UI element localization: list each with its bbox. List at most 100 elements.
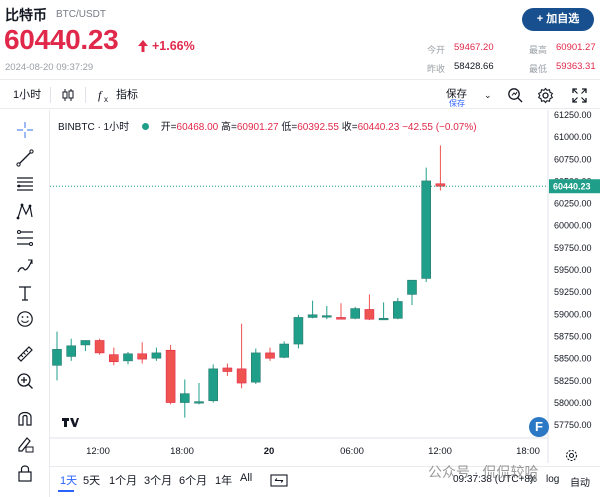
fib-retracement-icon[interactable] [13, 226, 37, 250]
chart-toolbar: 1小时 f x 指标 保存 保存 ⌄ [0, 79, 600, 109]
last-price-tag [549, 179, 600, 194]
symbol-pair: BTC/USDT [56, 9, 106, 20]
active-range-indicator [58, 490, 74, 492]
high-label: 最高 [529, 45, 548, 55]
pattern-tool-icon[interactable] [13, 199, 37, 223]
price-change: +1.66% [152, 39, 195, 53]
x-tick-label: 20 [264, 446, 275, 457]
candle-body [222, 367, 233, 372]
timezone-display[interactable]: 09:37:38 (UTC+8) [453, 474, 534, 485]
range-button[interactable]: 1个月 [109, 475, 138, 487]
y-tick-label: 59750.00 [554, 243, 592, 253]
range-bar [50, 466, 600, 497]
x-tick-label: 12:00 [428, 446, 452, 457]
candle-body [52, 349, 62, 366]
interval-selector[interactable]: 1小时 [13, 89, 42, 101]
lock-icon[interactable] [13, 461, 37, 485]
candle-body [251, 352, 261, 383]
candle-body [151, 352, 162, 359]
legend-delta: −42.55 (−0.07%) [402, 122, 477, 133]
y-tick-label: 58500.00 [554, 354, 592, 364]
toolbar-divider [50, 87, 51, 103]
crosshair-icon[interactable] [13, 118, 37, 142]
log-toggle[interactable]: log [546, 474, 560, 485]
y-tick-label: 59500.00 [554, 265, 592, 275]
svg-text:x: x [104, 95, 108, 103]
candle-body [336, 317, 346, 320]
range-button[interactable]: All [240, 472, 253, 484]
toolbar-divider [85, 87, 86, 103]
brush-icon[interactable] [13, 254, 37, 278]
y-tick-label: 60250.00 [554, 199, 592, 209]
auto-toggle[interactable]: 自动 [570, 478, 590, 489]
range-button[interactable]: 5天 [83, 475, 101, 487]
save-label: 保存 [446, 88, 467, 100]
y-tick-label: 58250.00 [554, 376, 592, 386]
quote-timestamp: 2024-08-20 09:37:29 [5, 62, 94, 73]
emoji-icon[interactable] [13, 307, 37, 331]
x-tick-label: 18:00 [516, 446, 540, 457]
horizontal-lines-icon[interactable] [13, 172, 37, 196]
zoom-in-icon[interactable] [13, 369, 37, 393]
legend-open-value: 60468.00 [176, 122, 219, 133]
trend-line-icon[interactable] [13, 146, 37, 170]
text-tool-icon[interactable] [13, 281, 37, 305]
save-button[interactable]: 保存 保存 ⌄ [446, 83, 494, 108]
legend-open-label: 开= [160, 122, 177, 133]
settings-gear-icon[interactable] [537, 87, 554, 104]
range-button[interactable]: 1天 [60, 475, 78, 487]
quote-header: 比特币 BTC/USDT 60440.23 +1.66% 2024-08-20 … [0, 0, 600, 77]
price-chart[interactable]: 61250.0061000.0060750.0060500.0060250.00… [50, 110, 600, 463]
y-tick-label: 58000.00 [554, 398, 592, 408]
candle-body [279, 343, 289, 358]
candle-body [364, 309, 375, 320]
indicators-button[interactable]: 指标 [116, 89, 138, 101]
fullscreen-icon[interactable] [572, 88, 587, 103]
y-tick-label: 58750.00 [554, 332, 592, 342]
candle-body [80, 340, 91, 346]
candle-body [407, 279, 417, 295]
magnet-icon[interactable] [13, 406, 37, 430]
range-button[interactable]: 3个月 [144, 475, 173, 487]
low-label: 最低 [529, 64, 548, 74]
last-price-label: 60440.23 [553, 182, 591, 192]
legend-dot-icon [141, 123, 149, 131]
candle-body [321, 315, 332, 318]
candle-body [293, 317, 304, 345]
candle-body [350, 308, 361, 319]
function-icon[interactable]: f x [97, 88, 111, 103]
ruler-icon[interactable] [13, 342, 37, 366]
range-button[interactable]: 1年 [215, 475, 233, 487]
f-badge-icon: F [529, 417, 549, 437]
y-tick-label: 57750.00 [554, 420, 592, 430]
axis-settings-gear-icon[interactable] [565, 449, 578, 462]
low-value: 59363.31 [556, 61, 596, 72]
tradingview-logo-icon[interactable] [58, 413, 82, 431]
add-watchlist-button[interactable]: + 加自选 [522, 8, 594, 31]
save-sublabel: 保存 [449, 99, 465, 108]
chevron-down-icon[interactable]: ⌄ [484, 90, 492, 100]
legend-low-label: 低= [281, 122, 298, 133]
candle-body [66, 345, 77, 357]
high-value: 60901.27 [556, 42, 596, 53]
percent-toggle[interactable]: % [528, 474, 537, 485]
range-button[interactable]: 6个月 [179, 475, 208, 487]
legend-low-value: 60392.55 [297, 122, 339, 133]
candle-body [94, 340, 105, 354]
legend-high-value: 60901.27 [236, 122, 279, 133]
legend-high-label: 高= [221, 122, 237, 133]
candle-body [123, 353, 133, 362]
candle-body [180, 393, 190, 403]
date-range-icon[interactable] [270, 473, 288, 487]
y-tick-label: 61000.00 [554, 132, 592, 142]
candle-body [108, 354, 119, 363]
lock-pencil-icon[interactable] [13, 432, 37, 456]
y-tick-label: 60750.00 [554, 154, 592, 164]
last-price: 60440.23 [4, 24, 119, 55]
ohlc-legend: BINBTC · 1小时 开=60468.00 高=60901.27 低=603… [58, 118, 477, 133]
candles-icon[interactable] [61, 88, 75, 102]
symbol-title: 比特币 [5, 7, 47, 23]
quick-search-icon[interactable] [507, 87, 524, 104]
y-tick-label: 59250.00 [554, 287, 592, 297]
candle-body [265, 352, 275, 359]
